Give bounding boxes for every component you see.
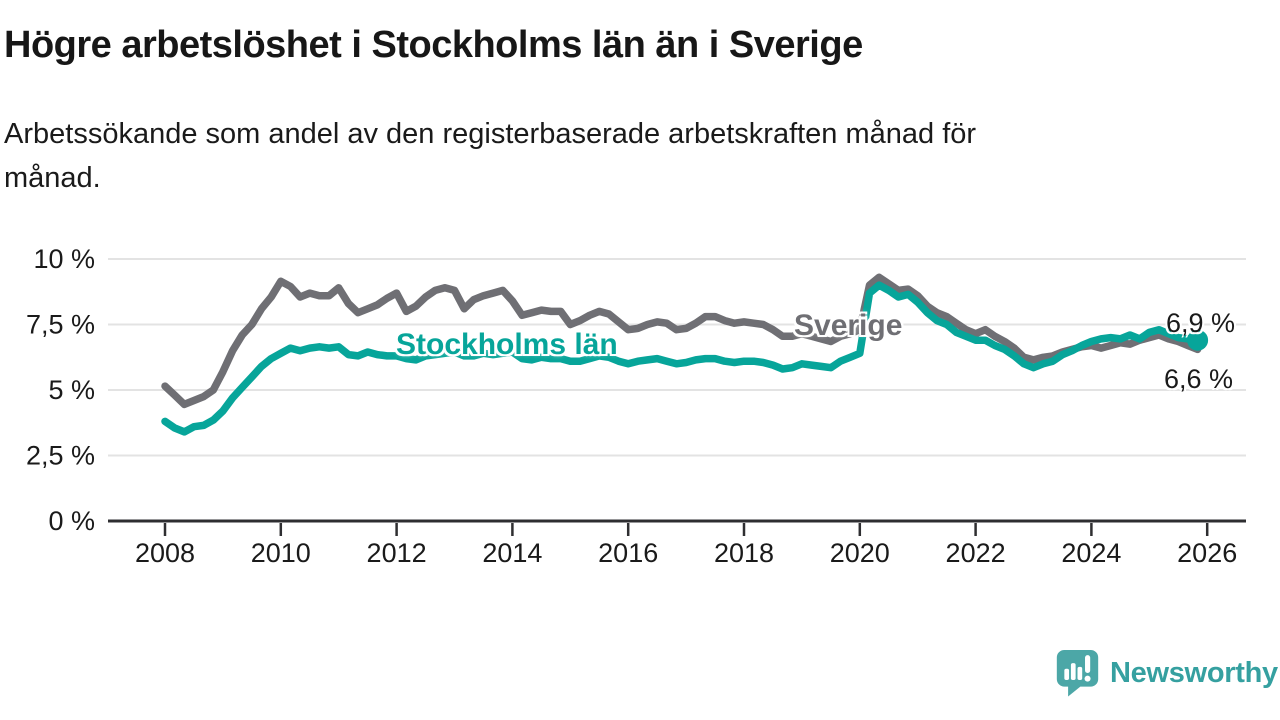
x-axis-tick-label: 2022 (946, 538, 1006, 568)
chart-subtitle-line1: Arbetssökande som andel av den registerb… (4, 118, 977, 150)
logo-bar-medium (1077, 666, 1083, 681)
x-axis-tick-label: 2008 (135, 538, 195, 568)
chart-subtitle: Arbetssökande som andel av den registerb… (4, 112, 976, 200)
series-end-dot-stockholms-l-n (1187, 329, 1209, 351)
logo-bar-small (1064, 668, 1070, 681)
y-axis-tick-label: 5 % (48, 375, 95, 405)
end-value-label-stockholms-lan: 6,9 % (1166, 308, 1236, 338)
series-label-stockholms-lan: Stockholms län (396, 328, 618, 361)
logo-exclamation-bar (1085, 655, 1091, 673)
series-line-sverige (161, 273, 1202, 409)
newsworthy-wordmark: Newsworthy (1110, 656, 1278, 689)
y-axis-tick-label: 0 % (48, 506, 95, 536)
newsworthy-logo[interactable]: Newsworthy (1054, 648, 1278, 698)
x-axis-tick-label: 2018 (714, 538, 774, 568)
speech-bubble-bar-chart-icon (1056, 649, 1099, 697)
line-chart: 0 % 2,5 % 5 % 7,5 % 10 % 2008 2010 2012 2014 2016… (26, 244, 1246, 568)
x-axis-tick-label: 2010 (251, 538, 311, 568)
x-axis-tick-label: 2014 (482, 538, 542, 568)
y-axis-tick-label: 7,5 % (26, 310, 95, 340)
chart-title: Högre arbetslöshet i Stockholms län än i… (4, 24, 863, 66)
x-axis-tick-label: 2016 (598, 538, 658, 568)
series-label-sverige: Sverige (794, 309, 903, 342)
logo-exclamation-dot (1084, 675, 1091, 682)
y-axis-tick-label: 2,5 % (26, 441, 95, 471)
x-axis-tick-label: 2026 (1177, 538, 1237, 568)
x-axis-tick-label: 2012 (367, 538, 427, 568)
x-axis-tick-label: 2020 (830, 538, 890, 568)
logo-bar-tall (1070, 663, 1076, 681)
series-line-stockholms-l-n (161, 281, 1202, 436)
chart-subtitle-line2: månad. (4, 162, 101, 194)
y-axis-tick-label: 10 % (33, 244, 95, 274)
x-axis-tick-label: 2024 (1061, 538, 1121, 568)
end-value-label-sverige: 6,6 % (1164, 364, 1234, 394)
